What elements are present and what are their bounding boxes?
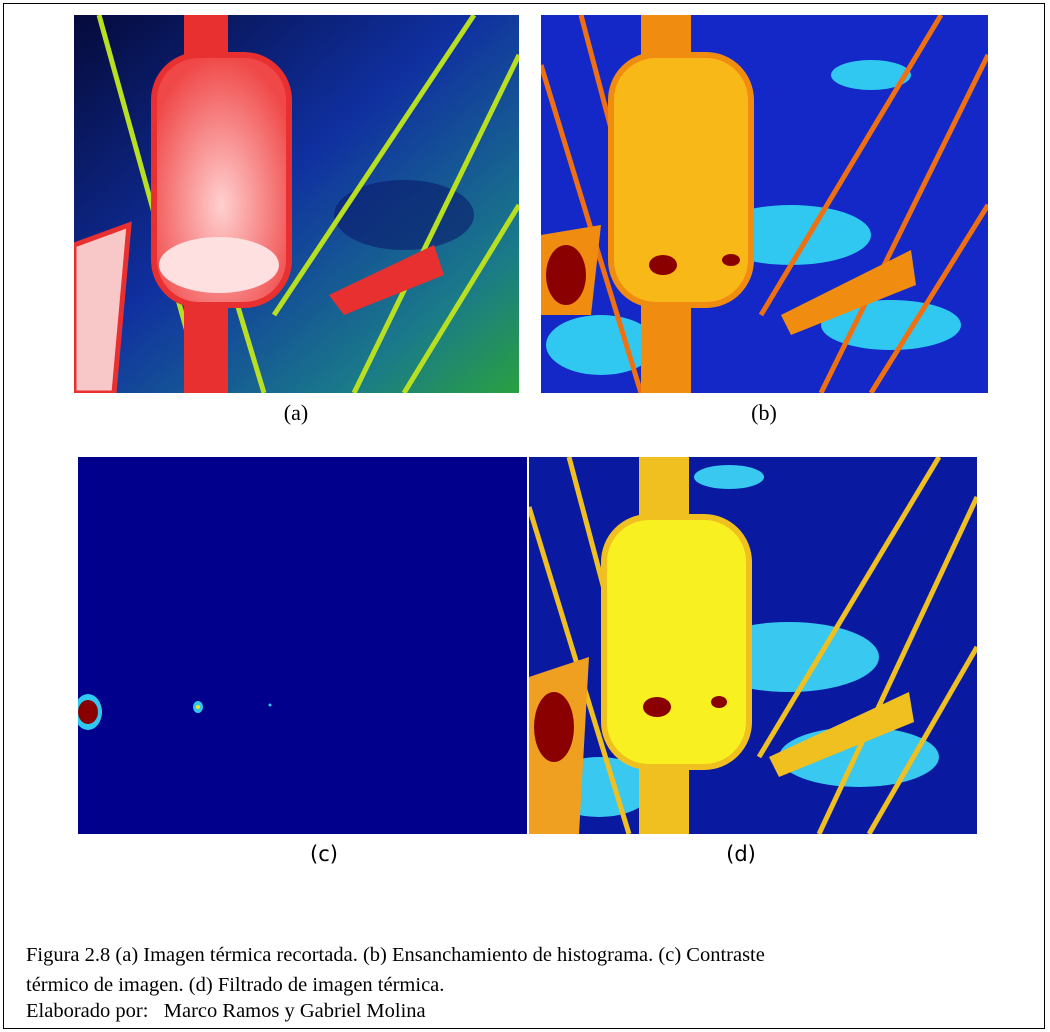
- thermal-image-b: [541, 15, 988, 393]
- figure-label: (a): [246, 400, 346, 426]
- thermal-image-c: [78, 457, 527, 834]
- caption: Figura 2.8 (a) Imagen térmica recortada.…: [26, 940, 826, 1000]
- thermal-image-a: [74, 15, 519, 393]
- figure-label: (d): [691, 842, 791, 866]
- thermal-image-d: [529, 457, 977, 834]
- figure-label: (b): [714, 400, 814, 426]
- figure-label: (c): [274, 842, 374, 866]
- credit: Elaborado por: Marco Ramos y Gabriel Mol…: [26, 1000, 426, 1023]
- page: (a) (b) (c) (d) Figura 2.8 (a) Imag: [0, 0, 1050, 1032]
